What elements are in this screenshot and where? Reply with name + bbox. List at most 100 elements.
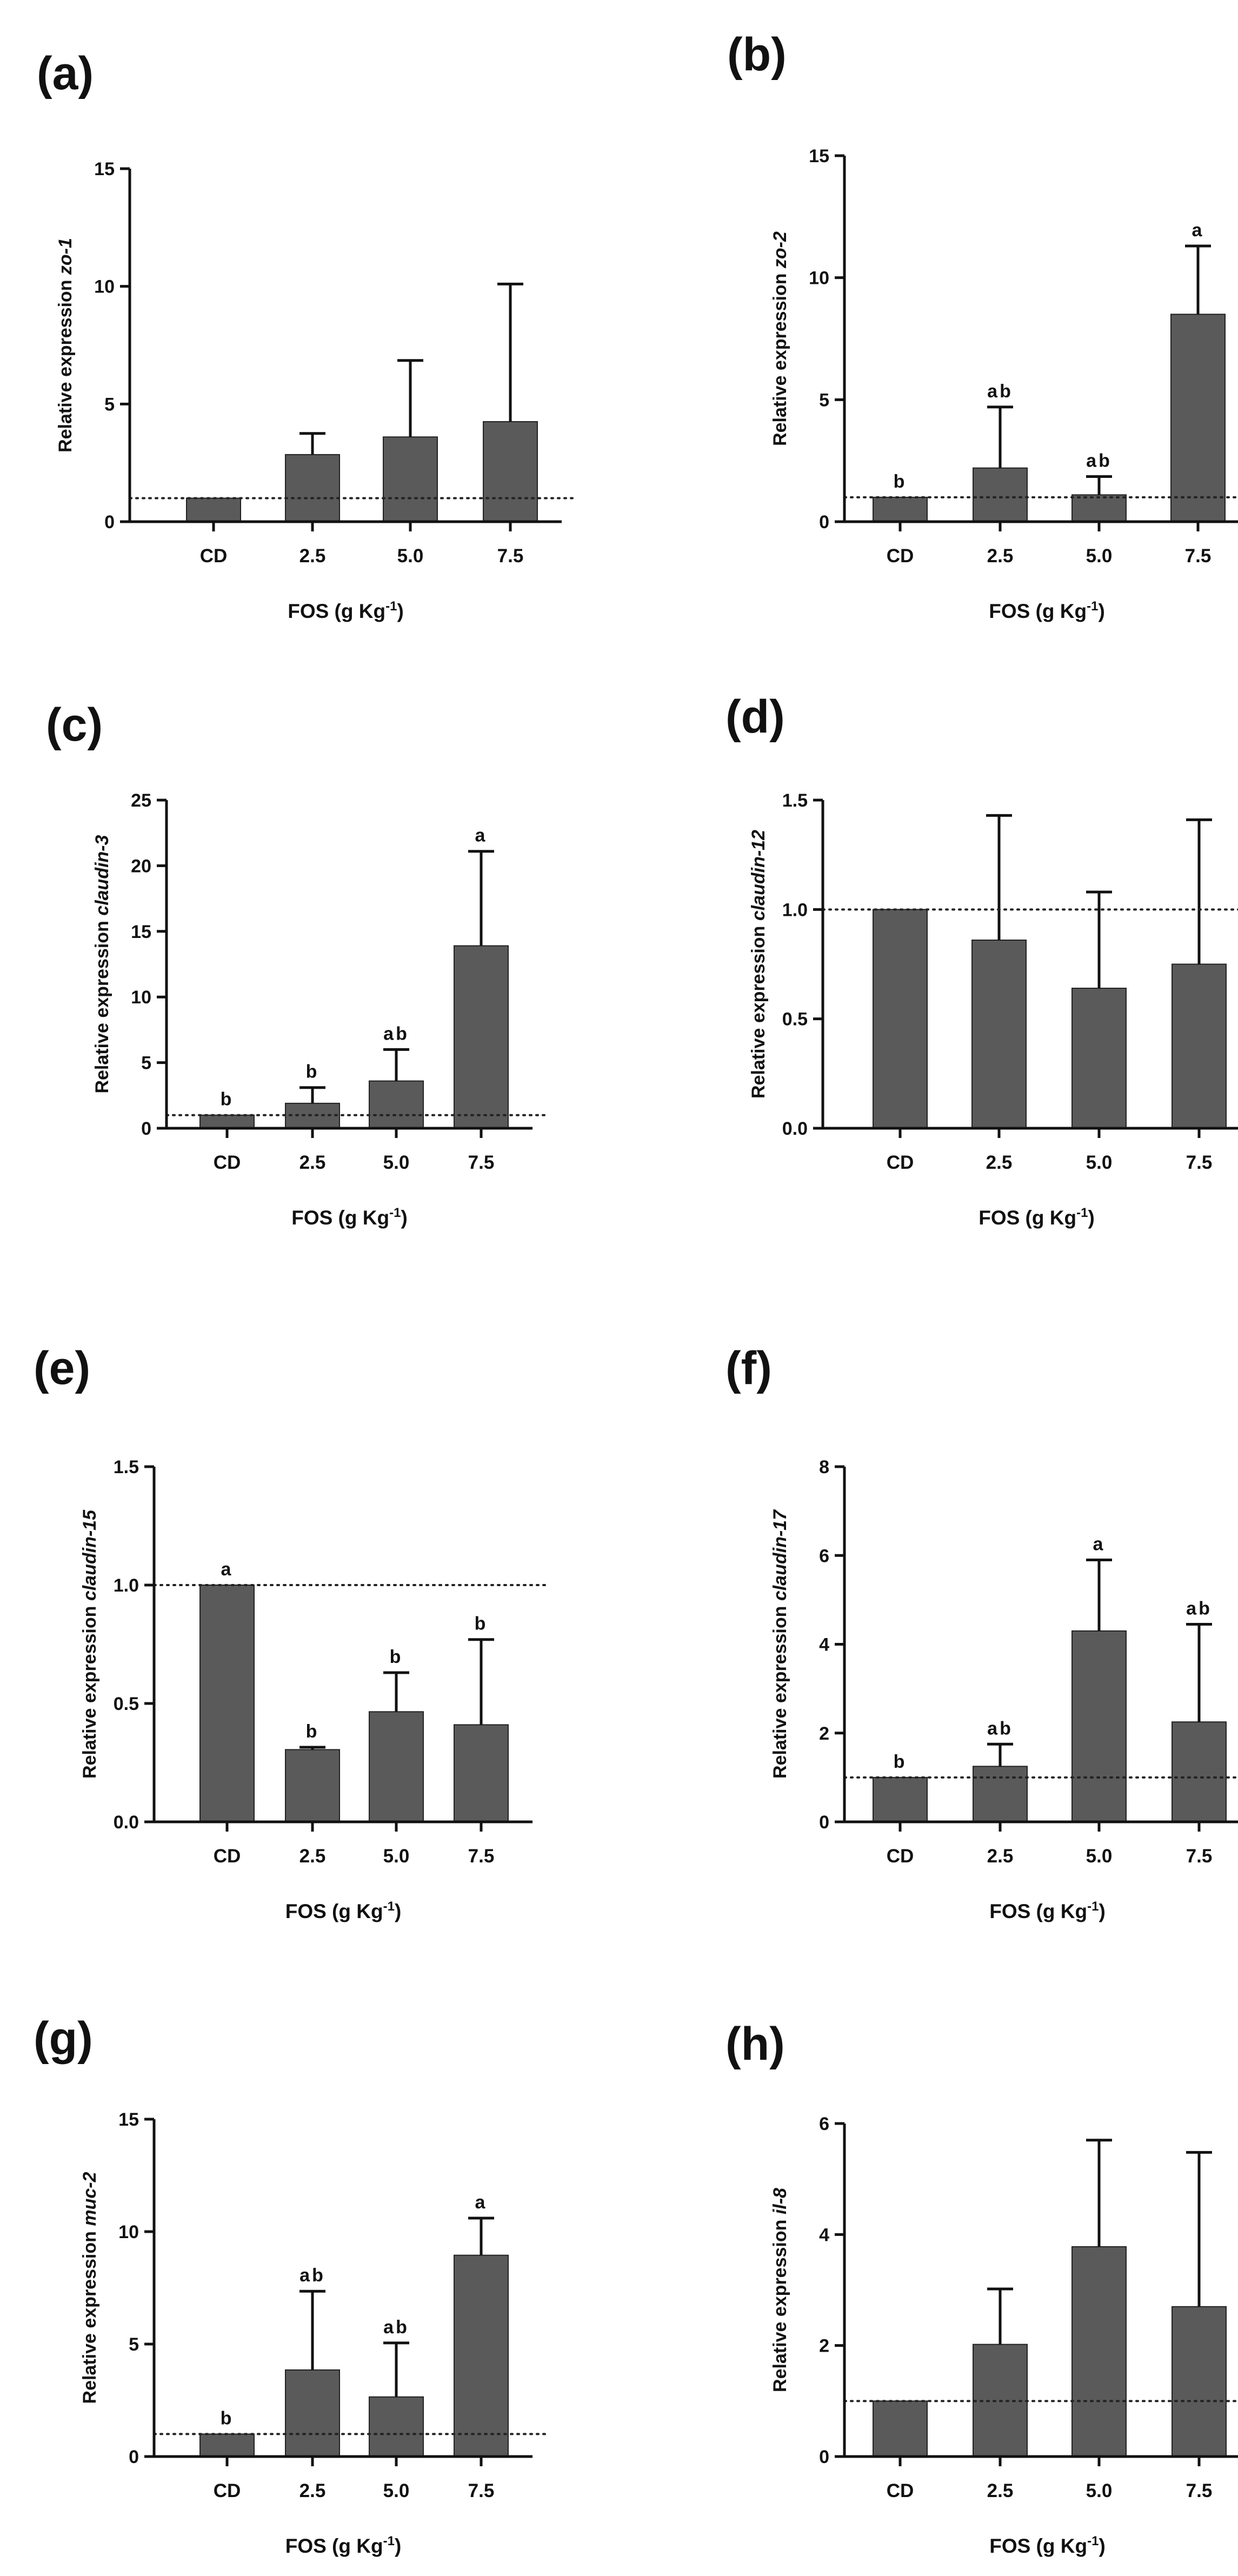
bar-2.5 [285, 1102, 340, 1129]
x-tick-label: 2.5 [299, 1152, 326, 1173]
y-tick-label: 15 [131, 922, 151, 942]
y-tick-label: 10 [131, 987, 151, 1008]
significance-letter: ab [987, 381, 1013, 402]
y-tick-label: 15 [118, 2109, 139, 2130]
y-tick-label: 2 [819, 1723, 829, 1744]
bar-5.0 [1071, 2246, 1127, 2457]
x-tick-label: 7.5 [497, 545, 524, 567]
y-tick-label: 25 [131, 790, 151, 811]
error-bar-2.5 [299, 1746, 325, 1750]
significance-letter: b [894, 1752, 907, 1772]
bar-CD [873, 909, 928, 1129]
x-tick-label: 5.0 [1086, 2480, 1113, 2501]
x-tick-label: CD [214, 1846, 241, 1867]
error-bar-5.0 [1086, 1558, 1112, 1631]
bar-CD [873, 496, 928, 522]
significance-letter: b [306, 1062, 320, 1082]
error-bar-2.5 [299, 2289, 325, 2370]
y-tick-label: 0 [819, 512, 829, 532]
bar-2.5 [971, 939, 1027, 1129]
panel-label: (h) [726, 2018, 785, 2070]
bar-7.5 [483, 421, 538, 522]
chart-panel-a: (a) 0 5 10 15 CD 2.5 5.0 7.5 FOS (g Kg-1) Relative… [37, 48, 576, 622]
y-tick-label: 6 [819, 1546, 829, 1566]
x-tick-label: 5.0 [383, 1152, 410, 1173]
y-axis-title: Relative expression claudin-12 [748, 830, 769, 1099]
y-tick-label: 1.5 [114, 1457, 139, 1477]
y-axis-title: Relative expression claudin-3 [92, 835, 112, 1093]
x-tick-label: 7.5 [1185, 545, 1212, 567]
y-tick-label: 20 [131, 856, 151, 876]
bar-5.0 [369, 1080, 424, 1129]
panel-label: (e) [34, 1342, 90, 1394]
chart-panel-e: (e) a b b b 0.0 0.5 1.0 1.5 CD 2.5 5.0 7.5 FOS (g Kg-… [34, 1342, 547, 1922]
bar-7.5 [454, 2254, 509, 2458]
x-tick-label: 7.5 [468, 1152, 495, 1173]
significance-letter: a [475, 826, 488, 846]
panel-label: (d) [726, 691, 785, 743]
chart-panel-g: (g) b ab ab a 0 5 10 15 CD 2.5 5.0 7.5 FOS (g Kg-1) Re… [34, 2013, 547, 2557]
significance-letter: ab [383, 1023, 409, 1044]
chart-panel-f: (f) b ab a ab 0 2 4 6 8 CD 2.5 5.0 7.5 FOS (g Kg-1) Rel… [726, 1342, 1238, 1922]
error-bar-7.5 [1185, 244, 1211, 315]
error-bar-5.0 [1086, 2139, 1112, 2247]
y-tick-label: 0 [819, 2447, 829, 2467]
bar-2.5 [973, 1766, 1028, 1822]
y-axis-title: Relative expression muc-2 [79, 2172, 100, 2404]
bar-2.5 [285, 454, 340, 522]
x-tick-label: 7.5 [1186, 1152, 1213, 1173]
y-tick-label: 4 [819, 1635, 829, 1655]
error-bar-2.5 [299, 432, 325, 455]
bar-CD [186, 497, 241, 523]
significance-letter: b [894, 471, 907, 492]
significance-letter: b [221, 2408, 234, 2428]
y-tick-label: 1.0 [114, 1575, 139, 1596]
x-tick-label: CD [887, 545, 914, 567]
significance-letter: ab [1186, 1599, 1212, 1619]
y-tick-label: 0.5 [782, 1009, 808, 1030]
chart-panel-d: (d) 0.0 0.5 1.0 1.5 CD 2.5 5.0 7.5 FOS (g Kg-1) Re… [726, 691, 1238, 1229]
x-axis-title: FOS (g Kg-1) [288, 599, 404, 622]
y-axis-title: Relative expression il-8 [770, 2188, 790, 2392]
x-axis-title: FOS (g Kg-1) [291, 1206, 408, 1229]
error-bar-7.5 [497, 282, 523, 422]
x-tick-label: 5.0 [383, 1846, 410, 1867]
y-tick-label: 5 [141, 1053, 151, 1074]
error-bar-2.5 [987, 1742, 1013, 1767]
x-tick-label: 2.5 [987, 1846, 1014, 1867]
x-axis-title: FOS (g Kg-1) [989, 1899, 1106, 1922]
x-tick-label: CD [887, 2480, 914, 2501]
error-bar-7.5 [1186, 818, 1212, 964]
error-bar-5.0 [1086, 475, 1112, 495]
y-axis-title: Relative expression zo-1 [55, 238, 76, 452]
x-tick-label: CD [887, 1846, 914, 1867]
x-axis-title: FOS (g Kg-1) [285, 1899, 402, 1922]
y-tick-label: 10 [809, 268, 829, 289]
x-tick-label: 2.5 [299, 2480, 326, 2501]
error-bar-2.5 [987, 2287, 1013, 2345]
bar-CD [199, 2433, 255, 2457]
significance-letter: b [475, 1614, 488, 1634]
bar-CD [873, 2400, 928, 2458]
y-tick-label: 4 [819, 2225, 829, 2245]
y-tick-label: 0 [141, 1119, 151, 1139]
bar-5.0 [1071, 494, 1127, 522]
y-tick-label: 0 [104, 512, 115, 532]
bar-7.5 [454, 945, 509, 1129]
significance-letter: b [306, 1721, 320, 1742]
significance-letter: b [390, 1647, 403, 1667]
x-tick-label: 7.5 [468, 1846, 495, 1867]
y-tick-label: 0 [819, 1812, 829, 1833]
bar-CD [199, 1585, 255, 1822]
significance-letter: a [1192, 220, 1204, 241]
significance-letter: ab [987, 1718, 1013, 1739]
x-tick-label: 2.5 [987, 2480, 1014, 2501]
error-bar-5.0 [383, 1048, 409, 1081]
bar-7.5 [1172, 2306, 1227, 2457]
error-bar-7.5 [468, 850, 494, 946]
chart-panel-c: (c) b b ab a 0 5 10 15 20 25 CD 2.5 5.0 7.5 FOS (g Kg-1… [46, 699, 547, 1229]
bar-7.5 [1172, 963, 1227, 1129]
panel-label: (b) [727, 29, 787, 81]
bar-7.5 [454, 1724, 509, 1822]
